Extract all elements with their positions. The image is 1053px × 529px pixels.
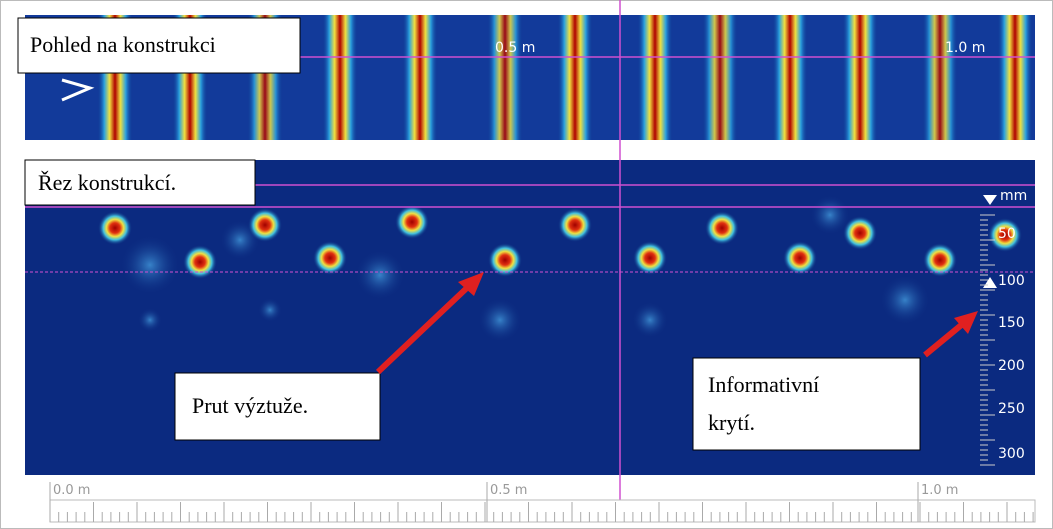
reflection <box>258 298 282 322</box>
section-title: Řez konstrukcí. <box>38 170 176 195</box>
rebar-trace <box>997 15 1033 140</box>
ruler-label: 1.0 m <box>921 483 958 498</box>
scale-label: 1.0 m <box>945 40 985 56</box>
rebar-trace <box>922 15 958 140</box>
reflection <box>138 308 162 332</box>
depth-label: 100 <box>998 273 1025 289</box>
depth-label: 300 <box>998 446 1025 462</box>
reflection <box>478 298 522 342</box>
rebar-trace <box>402 15 438 140</box>
ruler-label: 0.5 m <box>490 483 527 498</box>
ruler-label: 0.0 m <box>53 483 90 498</box>
rebar-trace <box>487 15 523 140</box>
rebar-trace <box>702 15 738 140</box>
rebar-section <box>633 241 667 275</box>
rebar-trace <box>557 15 593 140</box>
reflection <box>355 250 405 300</box>
rebar-section <box>558 208 592 242</box>
scale-label: 0.5 m <box>495 40 535 56</box>
callout-text: Informativní <box>708 372 819 397</box>
scanner-screen: 0.5 m 1.0 m Pohled na konstrukci Řez kon… <box>0 0 1053 529</box>
rebar-section <box>705 211 739 245</box>
depth-label: 200 <box>998 358 1025 374</box>
rebar-section <box>248 208 282 242</box>
rebar-trace <box>322 15 358 140</box>
rebar-section <box>98 211 132 245</box>
rebar-trace <box>637 15 673 140</box>
reflection <box>632 302 668 338</box>
view-title: Pohled na konstrukci <box>30 32 216 57</box>
reflection <box>880 275 930 325</box>
rebar-trace <box>842 15 878 140</box>
callout-text: krytí. <box>708 410 755 435</box>
depth-label: 150 <box>998 315 1025 331</box>
depth-label: 50 <box>998 226 1016 242</box>
rebar-trace <box>772 15 808 140</box>
rebar-section <box>783 241 817 275</box>
rebar-section <box>843 216 877 250</box>
rebar-section <box>395 205 429 239</box>
depth-label: 250 <box>998 401 1025 417</box>
rebar-section <box>183 245 217 279</box>
reflection <box>120 235 180 295</box>
callout-text: Prut výztuže. <box>192 393 308 418</box>
depth-unit: mm <box>1000 188 1027 204</box>
rebar-section <box>313 241 347 275</box>
